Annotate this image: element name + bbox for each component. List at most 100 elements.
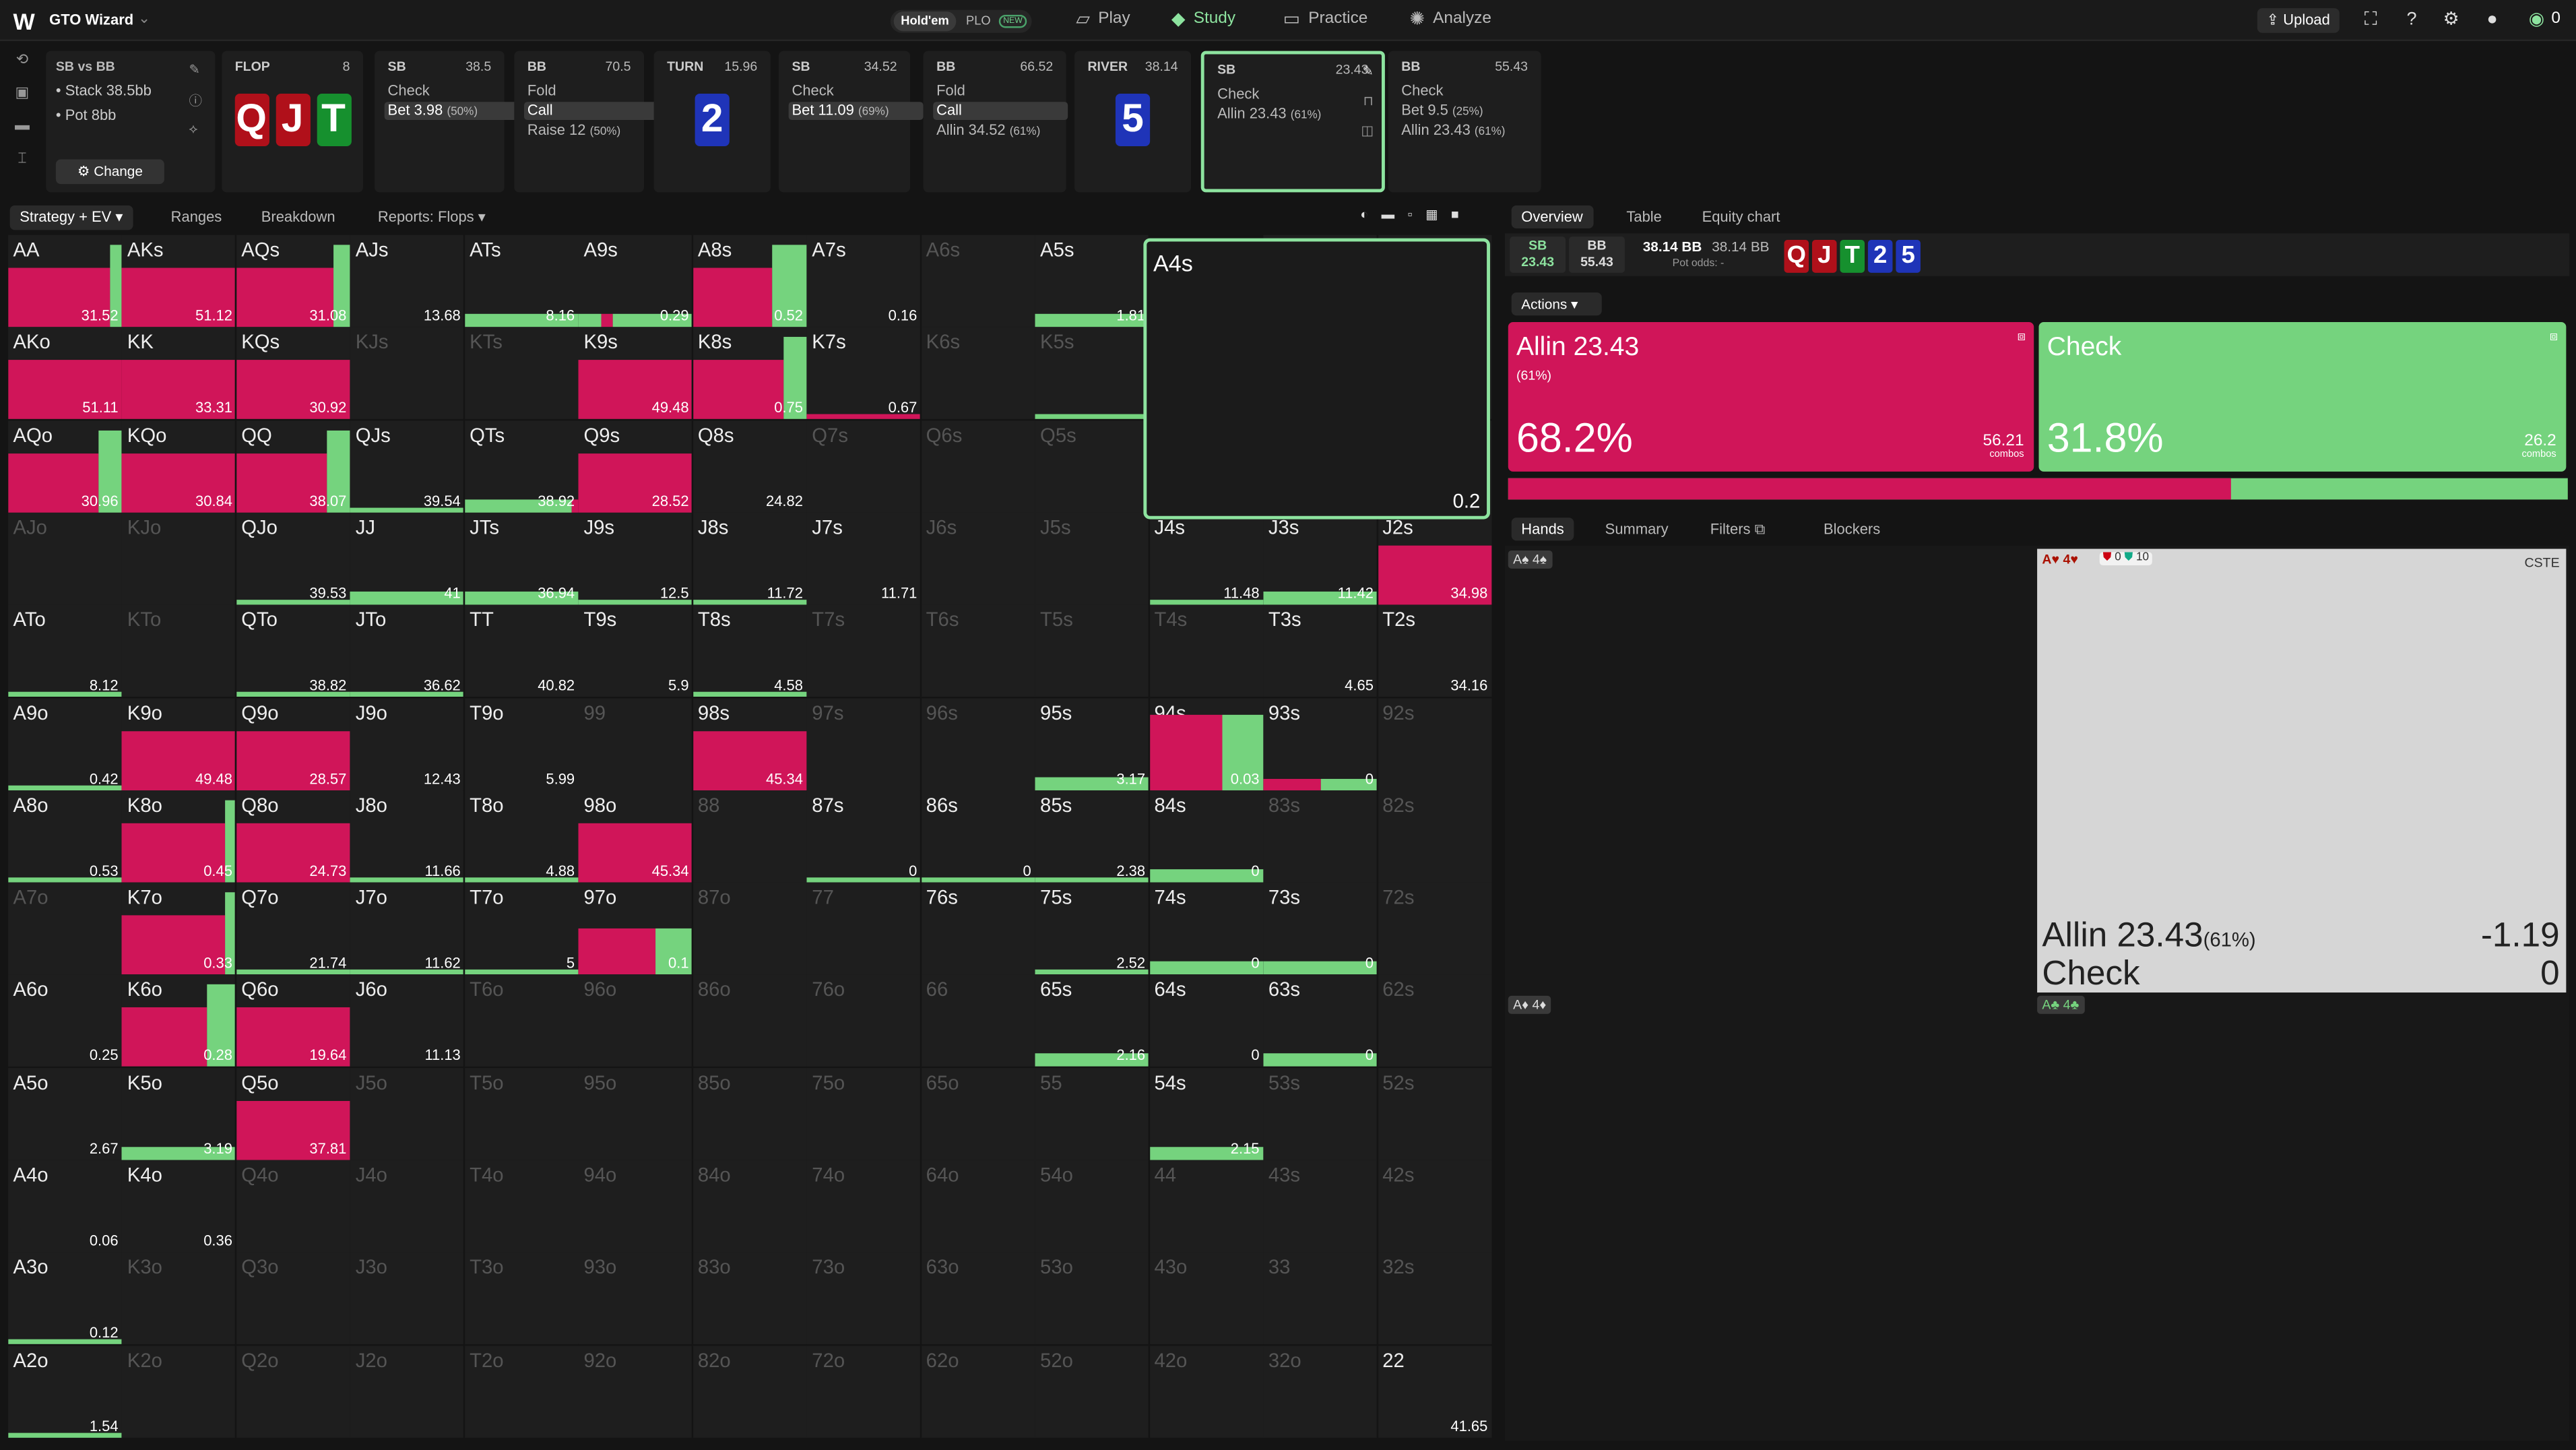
action-option[interactable]: Fold <box>936 82 965 99</box>
tab-hands[interactable]: Hands <box>1511 517 1574 541</box>
hand-cell[interactable]: J4s 11.48 <box>1149 512 1263 605</box>
hand-cell[interactable]: J9o 12.43 <box>350 697 464 790</box>
action-option[interactable]: Call <box>523 102 659 121</box>
hand-cell[interactable]: J7s 11.71 <box>806 512 921 605</box>
save-icon[interactable]: ▣ <box>15 84 30 100</box>
hand-cell[interactable]: Q6o 19.64 <box>236 975 350 1067</box>
action-option[interactable]: Bet 11.09 (69%) <box>788 102 924 121</box>
hand-cell[interactable]: 96s <box>921 697 1035 790</box>
hand-cell[interactable]: 84o <box>693 1160 806 1253</box>
history-card[interactable]: RIVER 38.14 5 <box>1074 51 1192 193</box>
hand-cell[interactable]: T6s <box>921 604 1035 697</box>
hand-cell[interactable]: AJo <box>8 512 122 605</box>
hand-cell[interactable]: K2o <box>122 1345 236 1437</box>
hand-cell[interactable]: A6s <box>921 234 1035 327</box>
sb-player[interactable]: SB 23.43 <box>1510 237 1566 273</box>
hand-cell[interactable]: K7o 0.33 <box>122 882 236 975</box>
hand-cell[interactable]: 83s <box>1263 790 1377 883</box>
history-card[interactable]: BB 70.5 Fold Call Raise 12 (50%) <box>514 51 659 193</box>
hand-cell[interactable]: Q3o <box>236 1253 350 1345</box>
hand-cell[interactable]: 94s 0.03 <box>1149 697 1263 790</box>
view-pie-icon[interactable]: ◐ <box>1360 207 1369 222</box>
hand-cell[interactable]: 53o <box>1035 1253 1149 1345</box>
hand-cell[interactable]: J6s <box>921 512 1035 605</box>
hand-cell[interactable]: JTo 36.62 <box>350 604 464 697</box>
hand-cell[interactable]: 22 41.65 <box>1377 1345 1491 1437</box>
combo-detail[interactable]: A♥ 4♥ ⛊ 0 ⛊ 10 CSTE Allin 23.43(61%) -1.… <box>2037 548 2567 993</box>
hand-cell[interactable]: T9o 5.99 <box>464 697 579 790</box>
gto-wizard-logo-icon[interactable]: W <box>13 8 35 35</box>
hand-cell[interactable]: AKs 51.12 <box>122 234 236 327</box>
hand-cell[interactable]: 97s <box>806 697 921 790</box>
upload-button[interactable]: ⇪ Upload <box>2257 8 2340 33</box>
hand-cell[interactable]: 98o 45.34 <box>579 790 693 883</box>
hand-cell[interactable]: 95o <box>579 1067 693 1160</box>
change-button[interactable]: ⚙ Change <box>55 159 164 185</box>
action-option[interactable]: Allin 34.52 (61%) <box>936 121 1041 138</box>
hand-cell[interactable]: 76o <box>806 975 921 1067</box>
hand-cell[interactable]: K4o 0.36 <box>122 1160 236 1253</box>
holdem-toggle[interactable]: Hold'em <box>893 11 957 32</box>
action-option[interactable]: Check <box>1217 85 1260 102</box>
hand-cell[interactable]: J8s 11.72 <box>693 512 806 605</box>
tab-reports-flops[interactable]: Reports: Flops ▾ <box>377 208 486 226</box>
hand-cell[interactable]: 82s <box>1377 790 1491 883</box>
hand-cell[interactable]: 93o <box>579 1253 693 1345</box>
hand-cell[interactable]: 44 <box>1149 1160 1263 1253</box>
hand-cell[interactable]: 86s 0 <box>921 790 1035 883</box>
hand-cell[interactable]: Q5s <box>1035 420 1149 512</box>
hand-cell[interactable]: 88 <box>693 790 806 883</box>
action-option[interactable]: Raise 12 (50%) <box>527 121 621 138</box>
hand-cell[interactable]: Q8o 24.73 <box>236 790 350 883</box>
hand-cell[interactable]: 99 <box>579 697 693 790</box>
nav-study[interactable]: ◆ Study <box>1171 8 1235 30</box>
hand-cell[interactable]: A5o 2.67 <box>8 1067 122 1160</box>
hand-cell[interactable]: 43o <box>1149 1253 1263 1345</box>
view-full-icon[interactable]: ■ <box>1451 207 1459 222</box>
hand-cell[interactable]: 77 <box>806 882 921 975</box>
hand-cell[interactable]: 63s 0 <box>1263 975 1377 1067</box>
cursor-icon[interactable]: ⌶ <box>18 149 27 166</box>
action-option[interactable]: Allin 23.43 (61%) <box>1217 105 1322 122</box>
hand-cell[interactable]: K9o 49.48 <box>122 697 236 790</box>
hand-cell[interactable]: 64o <box>921 1160 1035 1253</box>
hand-cell[interactable]: Q8s 24.82 <box>693 420 806 512</box>
history-card[interactable]: BB 66.52 Fold Call Allin 34.52 (61%) <box>923 51 1068 193</box>
hand-cell[interactable]: 72o <box>806 1345 921 1437</box>
hand-cell[interactable]: J2o <box>350 1345 464 1437</box>
combo-tag[interactable]: A♣ 4♣ <box>2037 995 2084 1014</box>
hand-cell[interactable]: J6o 11.13 <box>350 975 464 1067</box>
hand-cell[interactable]: T4s <box>1149 604 1263 697</box>
hand-cell[interactable]: KTo <box>122 604 236 697</box>
hand-cell[interactable]: A7s 0.16 <box>806 234 921 327</box>
hand-cell[interactable]: K3o <box>122 1253 236 1345</box>
hand-cell[interactable]: 74o <box>806 1160 921 1253</box>
hand-cell[interactable]: K6o 0.28 <box>122 975 236 1067</box>
hand-cell[interactable]: QTs 38.92 <box>464 420 579 512</box>
hand-cell[interactable]: A6o 0.25 <box>8 975 122 1067</box>
hand-cell[interactable]: 86o <box>693 975 806 1067</box>
hand-cell[interactable]: 62s <box>1377 975 1491 1067</box>
hand-cell[interactable]: 75o <box>806 1067 921 1160</box>
hand-cell[interactable]: T2s 34.16 <box>1377 604 1491 697</box>
hand-cell[interactable]: QTo 38.82 <box>236 604 350 697</box>
tab-breakdown[interactable]: Breakdown <box>261 208 335 226</box>
hand-cell[interactable]: T5s <box>1035 604 1149 697</box>
hand-cell[interactable]: 82o <box>693 1345 806 1437</box>
combo-tag[interactable]: A♠ 4♠ <box>1508 550 1552 569</box>
plo-toggle[interactable]: PLO <box>966 13 991 28</box>
hand-cell[interactable]: 54s 2.15 <box>1149 1067 1263 1160</box>
hand-cell[interactable]: 96o <box>579 975 693 1067</box>
action-option[interactable]: Check <box>387 82 430 99</box>
hand-cell[interactable]: Q2o <box>236 1345 350 1437</box>
user-icon[interactable]: ● <box>2486 9 2498 30</box>
hand-cell[interactable]: J3s 11.42 <box>1263 512 1377 605</box>
hand-cell[interactable]: T7o 5 <box>464 882 579 975</box>
hand-cell[interactable]: ATs 8.16 <box>464 234 579 327</box>
hand-cell[interactable]: 62o <box>921 1345 1035 1437</box>
screenshot-icon[interactable]: ⛶ <box>2364 9 2377 30</box>
hand-cell[interactable]: 74s 0 <box>1149 882 1263 975</box>
hand-cell[interactable]: J9s 12.5 <box>579 512 693 605</box>
hand-cell[interactable]: Q9o 28.57 <box>236 697 350 790</box>
hand-cell[interactable]: T3o <box>464 1253 579 1345</box>
